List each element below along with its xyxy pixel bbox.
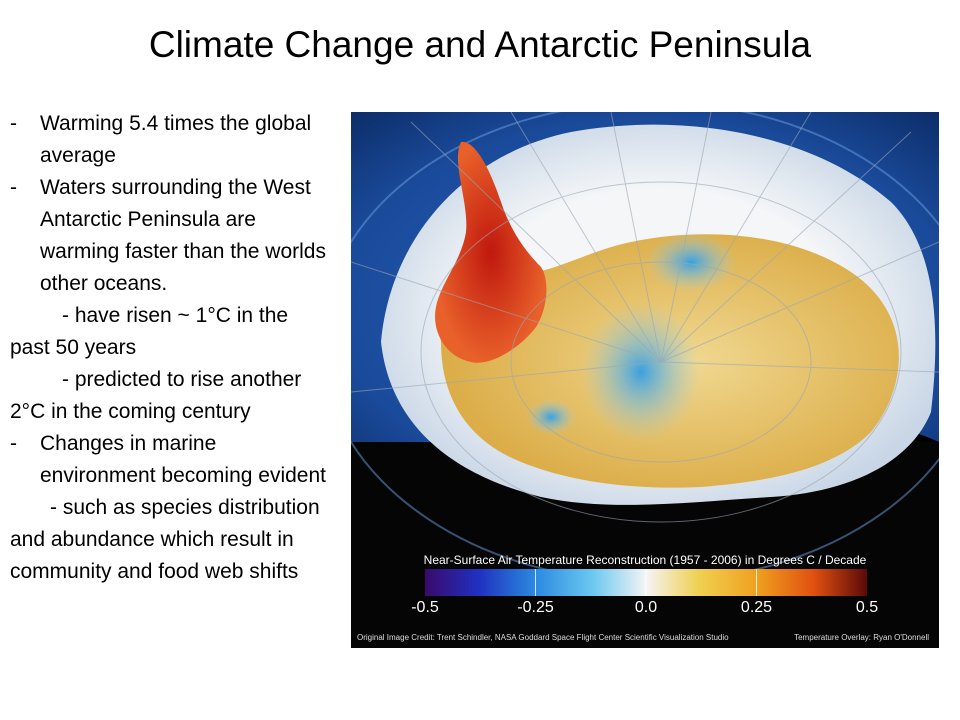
slide-body: - Warming 5.4 times the global average -… [10,108,328,588]
bullet-marine: - Changes in marine environment becoming… [10,428,328,492]
colorbar-title: Near-Surface Air Temperature Reconstruct… [423,553,867,567]
cooling-region-small [526,399,576,435]
temperature-colorbar [425,569,867,596]
colorbar-tick-label: -0.25 [517,599,554,616]
bullet-dash: - [10,432,17,455]
sub-point-predicted: - predicted to rise another 2°C in the c… [10,368,302,423]
cooling-region-east [581,302,701,442]
cooling-region-north [646,232,736,292]
peninsula-warming-region [435,141,547,363]
bullet-dash: - [10,112,17,135]
colorbar-tick-label: 0.0 [634,599,658,616]
bullet-dash: - [10,176,17,199]
map-graticule [351,112,939,523]
colorbar-tick-label: 0.25 [740,599,773,616]
sub-point-species: - such as species distribution and abund… [10,496,320,583]
bullet-waters: - Waters surrounding the West Antarctic … [10,172,328,300]
bullet-text: Waters surrounding the West Antarctic Pe… [40,176,326,295]
colorbar-tick-label: 0.5 [855,599,879,616]
slide-title: Climate Change and Antarctic Peninsula [148,24,812,65]
sub-point-risen: - have risen ~ 1°C in the past 50 years [10,304,289,359]
bullet-warming: - Warming 5.4 times the global average [10,108,328,172]
bullet-text: Warming 5.4 times the global average [40,112,312,167]
antarctica-temperature-map: Near-Surface Air Temperature Reconstruct… [351,112,939,648]
overlay-credit: Temperature Overlay: Ryan O'Donnell [794,633,929,642]
bullet-text: Changes in marine environment becoming e… [40,432,327,487]
antarctica-map-image [351,112,939,648]
image-credit: Original Image Credit: Trent Schindler, … [357,633,729,642]
colorbar-tick-label: -0.5 [411,599,439,616]
